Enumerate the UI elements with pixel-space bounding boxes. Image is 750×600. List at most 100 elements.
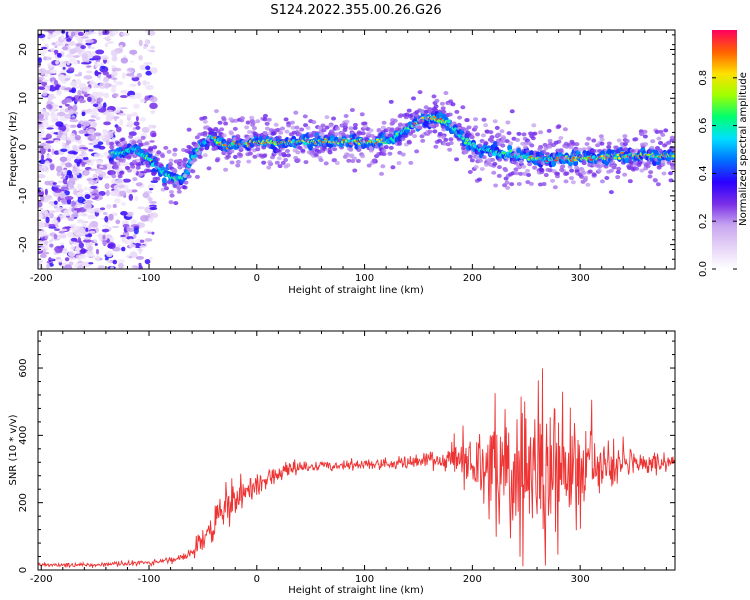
- spectrogram-cell: [232, 154, 238, 159]
- spectrogram-cell: [500, 135, 506, 140]
- spectrogram-cell: [113, 164, 119, 169]
- spectrogram-cell: [109, 190, 119, 197]
- spectrogram-cell: [481, 155, 487, 160]
- spectrogram-cell: [521, 132, 527, 137]
- spectrogram-cell: [124, 165, 130, 170]
- spectrogram-cell: [447, 112, 453, 117]
- spectrogram-cell: [79, 97, 84, 104]
- spectrogram-cell: [189, 160, 195, 165]
- spectrogram-cell: [668, 171, 674, 176]
- spectrogram-cell: [443, 91, 449, 96]
- spectrogram-cell: [352, 122, 358, 127]
- spectrogram-cell: [45, 154, 53, 159]
- spectrogram-y-tick-label: 20: [18, 43, 29, 56]
- spectrogram-cell: [85, 42, 92, 46]
- spectrogram-cell: [217, 120, 223, 125]
- spectrogram-cell: [84, 194, 91, 200]
- spectrogram-cell: [50, 203, 59, 207]
- spectrogram-cell: [51, 219, 59, 224]
- spectrogram-cell: [547, 144, 553, 149]
- spectrogram-cell: [115, 81, 124, 86]
- spectrogram-cell: [591, 138, 597, 143]
- spectrogram-cell: [53, 79, 59, 86]
- spectrogram-cell: [76, 156, 81, 160]
- spectrogram-cell: [596, 168, 602, 173]
- spectrogram-cell: [110, 266, 114, 269]
- spectrogram-cell: [235, 159, 241, 164]
- spectrogram-cell: [77, 211, 84, 217]
- spectrogram-cell: [300, 148, 306, 153]
- spectrogram-cell: [49, 69, 58, 74]
- spectrogram-cell: [38, 70, 42, 75]
- spectrogram-cell: [616, 166, 622, 171]
- spectrogram-cell: [160, 154, 166, 159]
- spectrogram-cell: [199, 146, 205, 151]
- spectrogram-cell: [480, 133, 486, 138]
- spectrogram-cell: [128, 255, 133, 259]
- spectrogram-cell: [83, 31, 93, 36]
- spectrogram-cell: [103, 92, 110, 99]
- spectrogram-cell: [89, 80, 96, 87]
- spectrogram-cell: [89, 220, 99, 228]
- spectrogram-cell: [125, 73, 135, 77]
- spectrogram-cell: [290, 125, 296, 130]
- spectrogram-cell: [646, 160, 652, 165]
- spectrogram-cell: [38, 79, 44, 84]
- spectrogram-x-tick-label: 300: [571, 273, 590, 284]
- spectrogram-cell: [527, 162, 533, 167]
- snr-plot-area: [38, 368, 675, 569]
- spectrogram-cell: [97, 141, 104, 146]
- spectrogram-cell: [344, 134, 350, 139]
- spectrogram-cell: [105, 140, 111, 146]
- spectrogram-frame: [37, 29, 676, 270]
- spectrogram-cell: [94, 243, 98, 246]
- spectrogram-cell: [606, 145, 612, 150]
- spectrogram-cell: [255, 147, 261, 152]
- spectrogram-cell: [38, 213, 44, 219]
- spectrogram-cell: [39, 52, 45, 57]
- spectrogram-cell: [176, 161, 182, 166]
- spectrogram-cell: [569, 139, 575, 144]
- spectrogram-cell: [352, 168, 358, 173]
- spectrogram-cell: [70, 80, 78, 87]
- spectrogram-cell: [95, 227, 99, 233]
- spectrogram-cell: [77, 255, 82, 262]
- spectrogram-cell: [552, 185, 558, 190]
- spectrogram-cell: [262, 113, 268, 118]
- spectrogram-cell: [516, 181, 522, 186]
- spectrogram-cell: [83, 186, 88, 191]
- spectrogram-cell: [434, 98, 440, 103]
- spectrogram-cell: [363, 136, 369, 141]
- spectrogram-cell: [44, 160, 50, 167]
- spectrogram-cell: [550, 178, 556, 183]
- spectrogram-cell: [147, 183, 155, 190]
- spectrogram-cell: [115, 178, 124, 186]
- spectrogram-cell: [107, 170, 112, 175]
- spectrogram-cell: [388, 145, 394, 150]
- spectrogram-cell: [584, 141, 590, 146]
- spectrogram-cell: [656, 165, 662, 170]
- spectrogram-cell: [112, 67, 122, 72]
- spectrogram-cell: [149, 187, 154, 191]
- spectrogram-cell: [493, 183, 499, 188]
- spectrogram-cell: [331, 116, 337, 121]
- spectrogram-cell: [639, 168, 645, 173]
- spectrogram-cell: [129, 83, 137, 88]
- spectrogram-cell: [173, 201, 179, 206]
- spectrogram-cell: [204, 146, 210, 151]
- spectrogram-cell: [87, 214, 95, 220]
- spectrogram-cell: [448, 99, 454, 104]
- spectrogram-cell: [637, 160, 643, 165]
- spectrogram-cell: [60, 186, 69, 190]
- spectrogram-cell: [582, 177, 588, 182]
- spectrogram-cell: [117, 143, 123, 148]
- spectrogram-cell: [52, 30, 61, 36]
- spectrogram-cell: [39, 259, 44, 264]
- spectrogram-cell: [102, 234, 106, 240]
- spectrogram-cell: [120, 94, 128, 99]
- spectrogram-cell: [332, 147, 338, 152]
- spectrogram-cell: [150, 180, 159, 184]
- spectrogram-cell: [131, 189, 138, 193]
- spectrogram-cell: [297, 132, 303, 137]
